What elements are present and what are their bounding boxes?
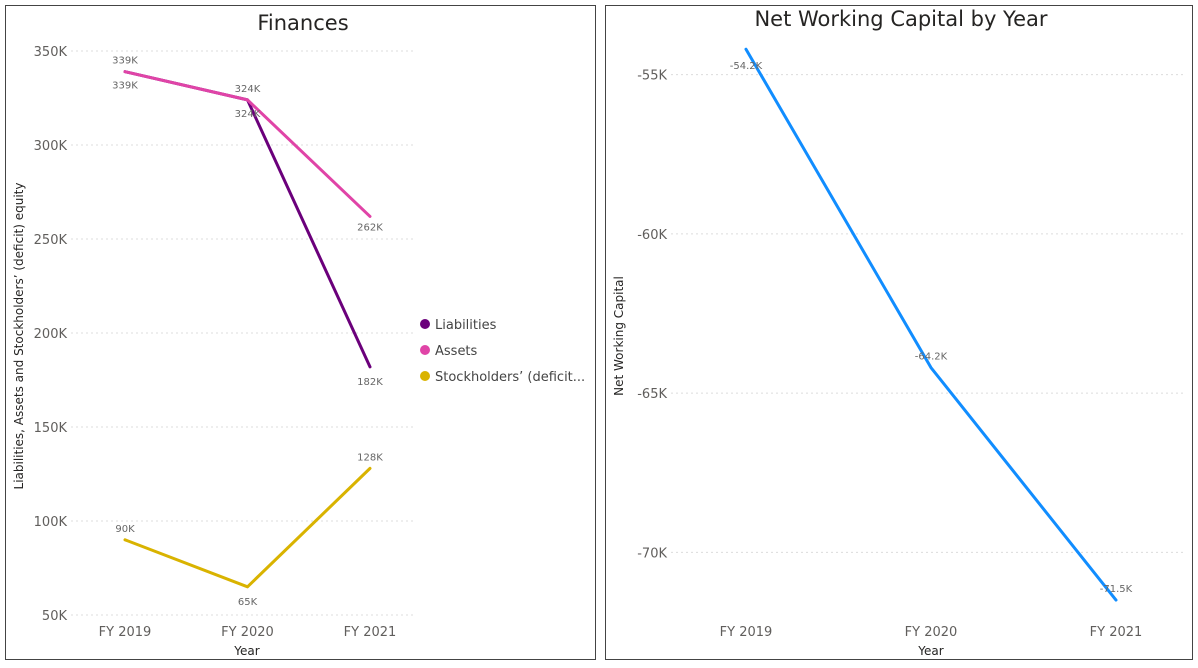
chart-title: Net Working Capital by Year: [754, 7, 1047, 31]
x-tick-label: FY 2020: [221, 625, 274, 640]
x-tick-label: FY 2021: [344, 625, 397, 640]
x-tick-label: FY 2019: [720, 625, 773, 640]
x-axis-label: Year: [917, 644, 943, 658]
data-label: 182K: [357, 377, 383, 388]
legend-marker: [420, 371, 430, 381]
y-tick-label: 250K: [34, 233, 68, 248]
x-axis-label: Year: [233, 644, 259, 658]
finances-chart-panel: Finances 350K 300K 250K 200K 150K 100K 50K FY 20…: [5, 5, 596, 660]
legend-item: Stockholders’ (deficit...: [435, 370, 585, 385]
y-tick-label: -55K: [637, 69, 667, 84]
x-tick-label: FY 2020: [905, 625, 958, 640]
net-working-capital-chart: Net Working Capital by Year -55K -60K -65K -…: [612, 7, 1186, 658]
legend-item: Liabilities: [435, 318, 497, 333]
y-axis-label: Liabilities, Assets and Stockholders’ (d…: [12, 183, 26, 490]
data-label: -64.2K: [915, 352, 948, 363]
data-label: 128K: [357, 452, 383, 463]
y-tick-label: -70K: [637, 546, 667, 561]
y-axis-label: Net Working Capital: [612, 276, 626, 396]
data-label: -71.5K: [1100, 584, 1133, 595]
data-label: 339K: [112, 81, 138, 92]
y-tick-label: 300K: [34, 139, 68, 154]
legend-marker: [420, 345, 430, 355]
data-label: 262K: [357, 222, 383, 233]
series-line-1: [744, 47, 1118, 602]
y-tick-label: 200K: [34, 327, 68, 342]
y-tick-label: 350K: [34, 45, 68, 60]
data-label: 339K: [112, 56, 138, 67]
data-label: 90K: [115, 524, 135, 535]
chart-title: Finances: [257, 11, 348, 35]
y-tick-label: 100K: [34, 515, 68, 530]
data-label: 324K: [235, 109, 261, 120]
data-label: 324K: [235, 84, 261, 95]
x-tick-label: FY 2019: [99, 625, 152, 640]
x-tick-label: FY 2021: [1090, 625, 1143, 640]
y-tick-label: 50K: [42, 609, 68, 624]
data-label: -54.2K: [730, 61, 763, 72]
legend-marker: [420, 319, 430, 329]
finances-chart: Finances 350K 300K 250K 200K 150K 100K 50K FY 20…: [12, 11, 585, 658]
series-line-2: [123, 70, 372, 218]
y-tick-label: -65K: [637, 387, 667, 402]
series-line-3: [123, 466, 372, 589]
net-working-capital-chart-panel: Net Working Capital by Year -55K -60K -65K -…: [605, 5, 1193, 660]
y-tick-label: -60K: [637, 228, 667, 243]
y-tick-label: 150K: [34, 421, 68, 436]
data-label: 65K: [238, 597, 258, 608]
legend-item: Assets: [435, 344, 478, 359]
